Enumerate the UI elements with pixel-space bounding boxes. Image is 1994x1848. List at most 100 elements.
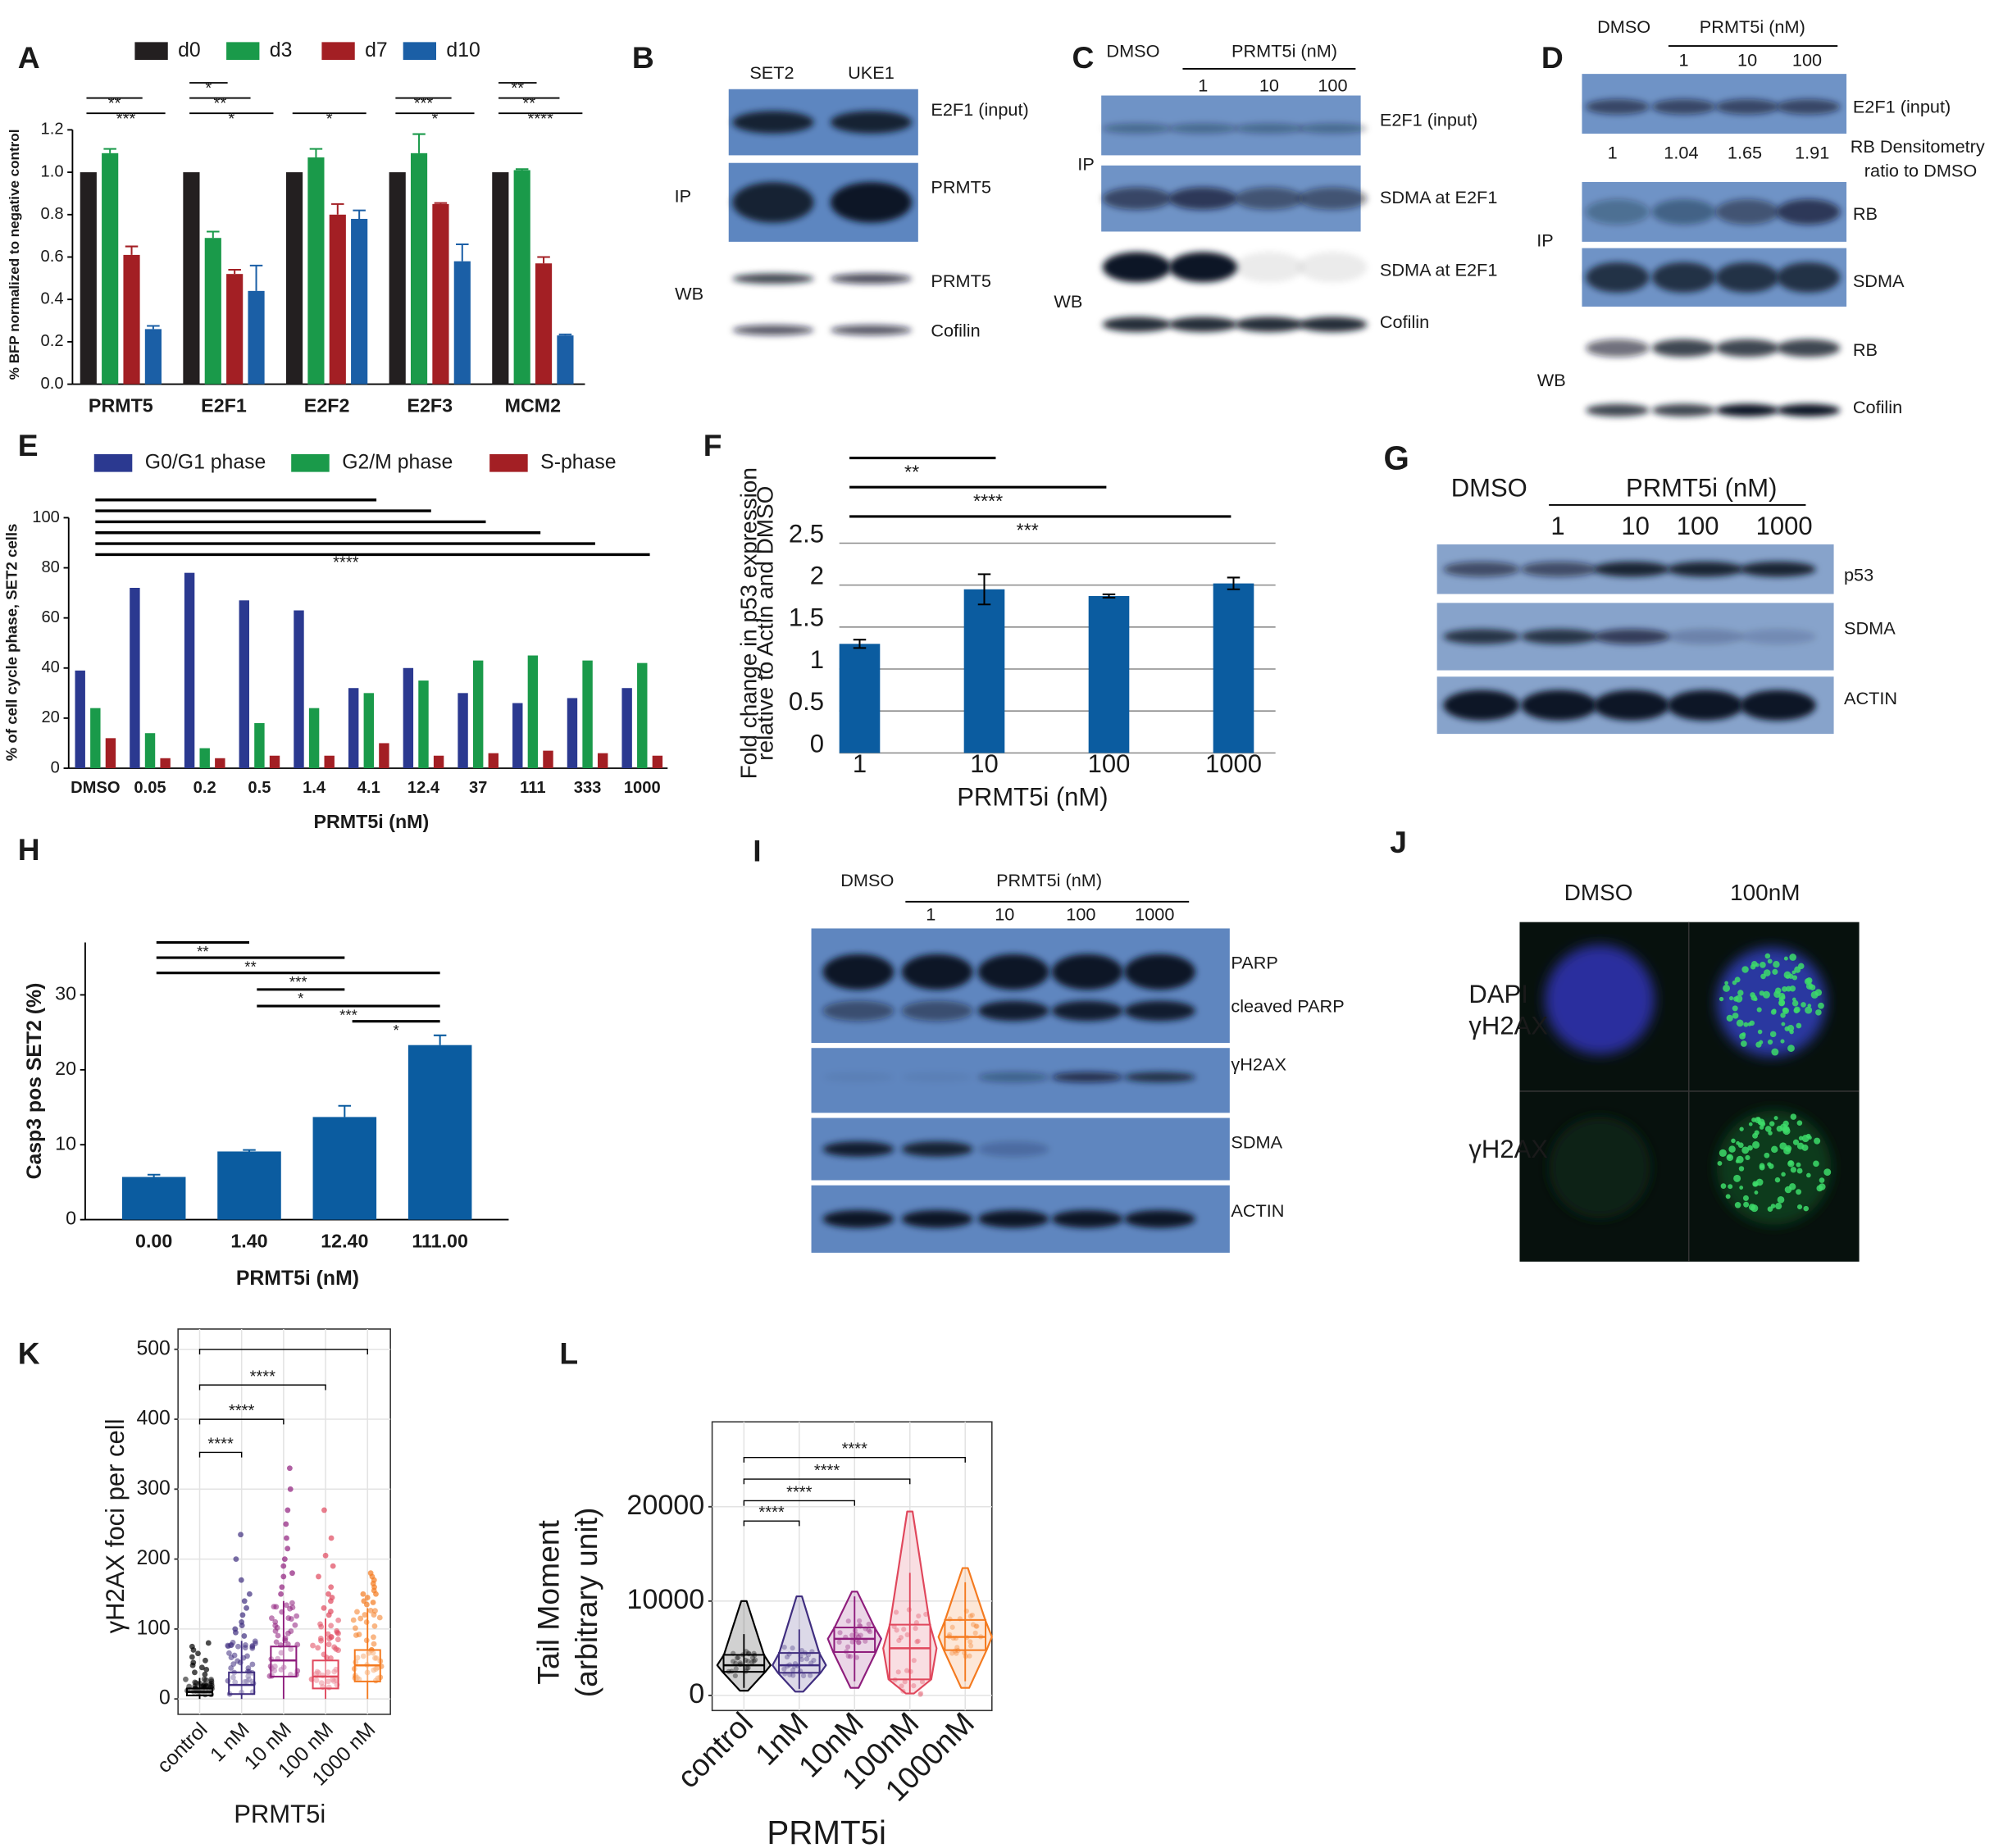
- foci: [1750, 995, 1757, 1001]
- y-tick-label: 20: [41, 708, 59, 726]
- bar: [403, 667, 414, 768]
- significance-bracket: [743, 1520, 800, 1527]
- y-tick-label: 1.0: [41, 162, 64, 180]
- bar: [123, 254, 140, 385]
- blot-label: WB: [675, 284, 703, 304]
- bar: [543, 750, 553, 768]
- foci: [1754, 1130, 1760, 1136]
- jitter-dot: [896, 1637, 902, 1644]
- bar: [199, 748, 210, 768]
- blot-label: DMSO: [1564, 880, 1633, 905]
- bar: [389, 172, 406, 385]
- x-tick-label: 1: [853, 749, 867, 778]
- jitter-dot: [335, 1647, 342, 1654]
- jitter-dot: [972, 1630, 978, 1636]
- bar: [839, 644, 881, 753]
- jitter-dot: [735, 1655, 741, 1660]
- legend-swatch: [291, 453, 330, 472]
- jitter-dot: [734, 1655, 740, 1661]
- jitter-dot: [811, 1657, 817, 1664]
- blot-label: SDMA: [1853, 271, 1905, 291]
- jitter-dot: [915, 1638, 921, 1644]
- x-tick-label: 1000: [624, 779, 661, 797]
- blot-label: DAPI: [1468, 980, 1527, 1008]
- y-tick-label: 100: [136, 1617, 170, 1639]
- jitter-dot: [356, 1632, 362, 1637]
- y-tick-label: 40: [41, 658, 59, 676]
- blot-band: [822, 1072, 895, 1083]
- foci: [1769, 1121, 1775, 1127]
- jitter-dot: [285, 1630, 291, 1636]
- blot-band: [1715, 339, 1779, 357]
- blot-label: 1: [1679, 49, 1689, 70]
- blot-band: [1124, 1072, 1195, 1083]
- jitter-dot: [863, 1638, 868, 1644]
- jitter-dot: [353, 1625, 358, 1632]
- jitter-dot: [292, 1622, 298, 1628]
- outlier-point: [327, 1609, 334, 1614]
- foci: [1757, 1029, 1763, 1035]
- x-tick-label: E2F2: [304, 395, 350, 416]
- blot-band: [1235, 123, 1304, 134]
- foci: [1760, 962, 1766, 968]
- error-bar: [853, 639, 867, 649]
- y-tick-label: 0.8: [41, 205, 64, 223]
- bar: [597, 753, 608, 768]
- blot-band: [1739, 629, 1816, 644]
- blot-band: [1651, 98, 1716, 115]
- jitter-dot: [923, 1611, 929, 1618]
- jitter-dot: [234, 1658, 241, 1664]
- jitter-dot: [317, 1621, 323, 1627]
- blot-band: [1776, 403, 1841, 417]
- jitter-dot: [866, 1627, 872, 1633]
- foci: [1778, 997, 1783, 1002]
- jitter-dot: [364, 1669, 371, 1676]
- jitter-dot: [914, 1639, 920, 1645]
- blot-band: [1124, 1209, 1195, 1228]
- blot-label: WB: [1537, 370, 1566, 390]
- panel-letter: C: [1072, 40, 1095, 75]
- jitter-dot: [232, 1679, 239, 1686]
- significance-label: *: [326, 110, 333, 128]
- blot-label: RB Densitometry: [1851, 136, 1985, 157]
- jitter-dot: [371, 1634, 376, 1641]
- jitter-dot: [335, 1636, 341, 1643]
- outlier-point: [373, 1591, 379, 1597]
- foci: [1719, 1149, 1727, 1157]
- foci: [1773, 961, 1780, 968]
- label: relative to Actin and DMSO: [753, 486, 778, 761]
- nucleus-dapi: [1716, 947, 1827, 1058]
- blot-band: [1593, 561, 1670, 577]
- outlier-point: [195, 1650, 201, 1657]
- foci: [1734, 1201, 1741, 1208]
- outlier-point: [284, 1535, 289, 1541]
- jitter-dot: [895, 1669, 901, 1675]
- jitter-dot: [197, 1680, 203, 1686]
- jitter-dot: [781, 1644, 787, 1650]
- blot-label: PARP: [1231, 953, 1278, 973]
- legend-swatch: [226, 42, 260, 61]
- blot-band: [1124, 954, 1195, 990]
- jitter-dot: [313, 1677, 320, 1683]
- blot-label: IP: [1536, 230, 1554, 251]
- outlier-point: [239, 1612, 246, 1618]
- outlier-point: [360, 1591, 366, 1597]
- nucleus-dapi: [1545, 944, 1655, 1054]
- blot-label: E2F1 (input): [1380, 109, 1477, 130]
- bar: [1213, 583, 1254, 753]
- foci: [1735, 1159, 1740, 1163]
- x-tick-label: 100: [1088, 749, 1131, 778]
- blot-band: [1586, 339, 1650, 357]
- jitter-dot: [790, 1667, 796, 1673]
- blot-band: [1443, 561, 1520, 577]
- jitter-dot: [967, 1653, 972, 1659]
- significance-label: *: [298, 990, 303, 1007]
- jitter-dot: [894, 1627, 899, 1633]
- foci: [1717, 1160, 1723, 1166]
- jitter-dot: [844, 1644, 851, 1650]
- foci: [1736, 1019, 1744, 1027]
- error-bar: [353, 209, 366, 219]
- foci: [1798, 1136, 1804, 1140]
- jitter-dot: [899, 1683, 904, 1689]
- y-tick-label: 2.5: [789, 519, 824, 548]
